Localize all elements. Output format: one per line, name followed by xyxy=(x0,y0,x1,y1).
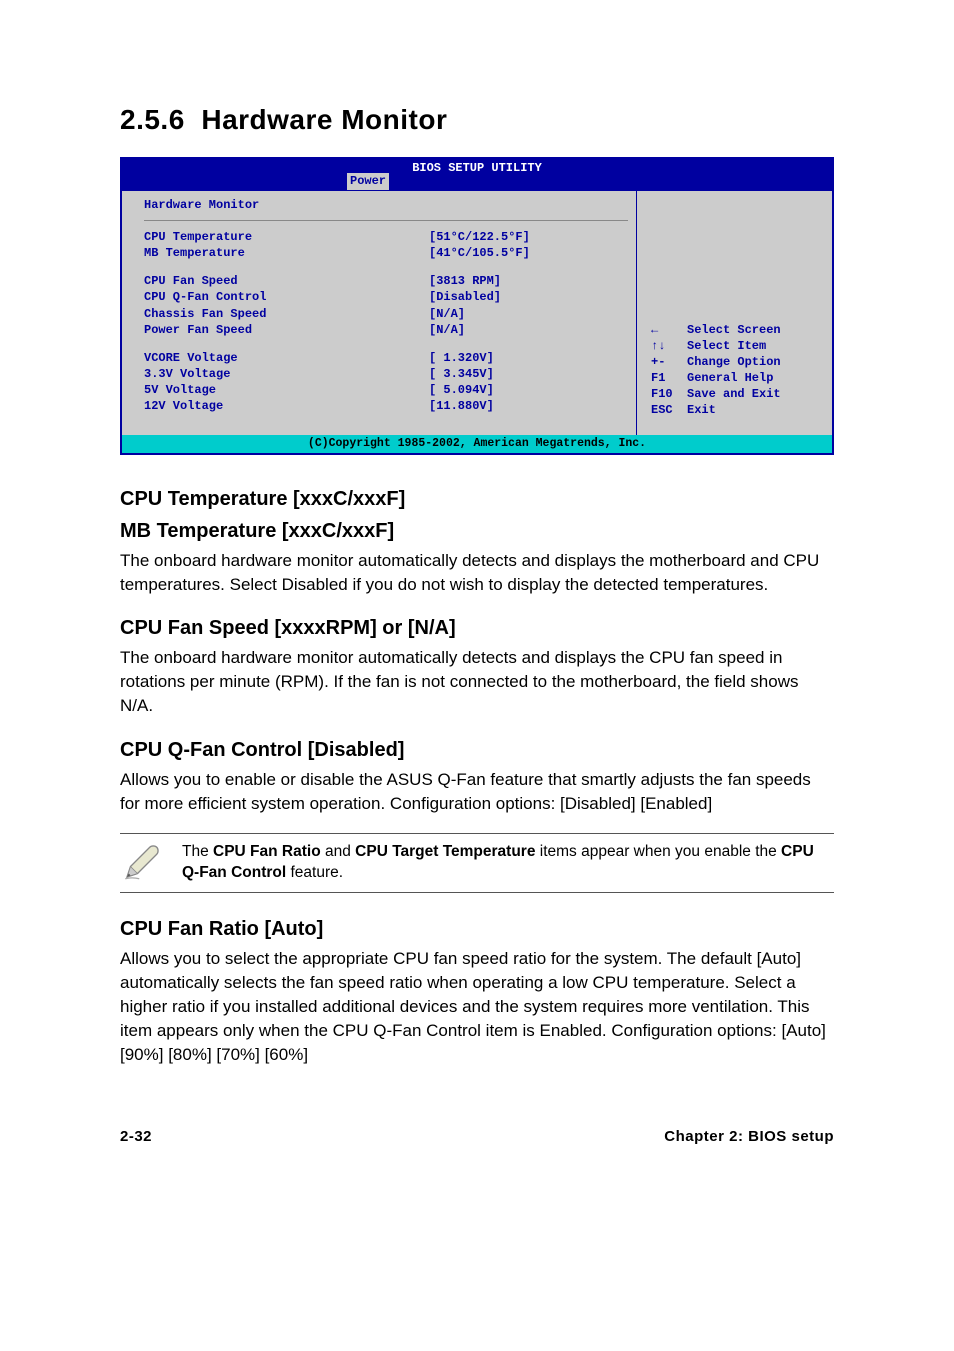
bios-label: CPU Temperature xyxy=(144,229,429,245)
bios-tab-power: Power xyxy=(347,173,389,190)
help-key: ESC xyxy=(651,402,687,418)
bios-row: 5V Voltage[ 5.094V] xyxy=(144,382,628,398)
para-qfan: Allows you to enable or disable the ASUS… xyxy=(120,768,834,816)
para-ratio: Allows you to select the appropriate CPU… xyxy=(120,947,834,1066)
bios-left-panel: Hardware Monitor CPU Temperature[51°C/12… xyxy=(122,191,637,435)
help-key: ↑↓ xyxy=(651,338,687,354)
bios-row: Chassis Fan Speed[N/A] xyxy=(144,306,628,322)
bios-row: 12V Voltage[11.880V] xyxy=(144,398,628,414)
help-key: +- xyxy=(651,354,687,370)
note-prefix: The xyxy=(182,843,213,860)
help-line: ↑↓Select Item xyxy=(651,338,824,354)
page-footer: 2-32 Chapter 2: BIOS setup xyxy=(120,1126,834,1147)
help-line: +-Change Option xyxy=(651,354,824,370)
section-title: Hardware Monitor xyxy=(201,104,447,135)
bios-label: 5V Voltage xyxy=(144,382,429,398)
help-text: Save and Exit xyxy=(687,386,781,402)
bios-body: Hardware Monitor CPU Temperature[51°C/12… xyxy=(122,191,832,435)
pencil-icon xyxy=(120,842,162,884)
note-bold1: CPU Fan Ratio xyxy=(213,843,321,860)
bios-value: [N/A] xyxy=(429,322,465,338)
help-text: Select Item xyxy=(687,338,766,354)
note-text: The CPU Fan Ratio and CPU Target Tempera… xyxy=(182,842,834,884)
help-text: Select Screen xyxy=(687,322,781,338)
subheading-fanspeed: CPU Fan Speed [xxxxRPM] or [N/A] xyxy=(120,614,834,642)
bios-row: CPU Q-Fan Control[Disabled] xyxy=(144,289,628,305)
bios-value: [ 3.345V] xyxy=(429,366,494,382)
bios-screenshot: BIOS SETUP UTILITY Power Hardware Monito… xyxy=(120,157,834,455)
bios-row: CPU Temperature[51°C/122.5°F] xyxy=(144,229,628,245)
bios-value: [51°C/122.5°F] xyxy=(429,229,530,245)
subheading-qfan: CPU Q-Fan Control [Disabled] xyxy=(120,736,834,764)
bios-value: [ 1.320V] xyxy=(429,350,494,366)
note-mid2: items appear when you enable the xyxy=(535,843,781,860)
bios-label: VCORE Voltage xyxy=(144,350,429,366)
subheading-cpu-temp: CPU Temperature [xxxC/xxxF] xyxy=(120,485,834,513)
para-fanspeed: The onboard hardware monitor automatical… xyxy=(120,646,834,717)
bios-value: [11.880V] xyxy=(429,398,494,414)
footer-page-number: 2-32 xyxy=(120,1126,152,1147)
note-mid1: and xyxy=(321,843,355,860)
bios-row: Power Fan Speed[N/A] xyxy=(144,322,628,338)
bios-label: CPU Fan Speed xyxy=(144,273,429,289)
subheading-ratio: CPU Fan Ratio [Auto] xyxy=(120,915,834,943)
bios-label: MB Temperature xyxy=(144,245,429,261)
help-text: General Help xyxy=(687,370,773,386)
bios-value: [N/A] xyxy=(429,306,465,322)
section-heading: 2.5.6 Hardware Monitor xyxy=(120,100,834,139)
help-text: Change Option xyxy=(687,354,781,370)
bios-label: Chassis Fan Speed xyxy=(144,306,429,322)
bios-value: [41°C/105.5°F] xyxy=(429,245,530,261)
bios-row: MB Temperature[41°C/105.5°F] xyxy=(144,245,628,261)
bios-label: 12V Voltage xyxy=(144,398,429,414)
bios-titlebar: BIOS SETUP UTILITY Power xyxy=(122,159,832,191)
help-key: F1 xyxy=(651,370,687,386)
note-suffix: feature. xyxy=(286,864,343,881)
note-bold2: CPU Target Temperature xyxy=(355,843,535,860)
bios-help-block: ←Select Screen ↑↓Select Item +-Change Op… xyxy=(651,322,824,419)
bios-title: BIOS SETUP UTILITY xyxy=(412,161,542,175)
note-box: The CPU Fan Ratio and CPU Target Tempera… xyxy=(120,833,834,893)
bios-value: [ 5.094V] xyxy=(429,382,494,398)
bios-copyright: (C)Copyright 1985-2002, American Megatre… xyxy=(122,435,832,453)
bios-label: 3.3V Voltage xyxy=(144,366,429,382)
bios-row: VCORE Voltage[ 1.320V] xyxy=(144,350,628,366)
bios-panel-title: Hardware Monitor xyxy=(144,195,628,221)
help-text: Exit xyxy=(687,402,716,418)
bios-label: Power Fan Speed xyxy=(144,322,429,338)
para-temp: The onboard hardware monitor automatical… xyxy=(120,549,834,597)
bios-row: 3.3V Voltage[ 3.345V] xyxy=(144,366,628,382)
subheading-mb-temp: MB Temperature [xxxC/xxxF] xyxy=(120,517,834,545)
section-number: 2.5.6 xyxy=(120,104,185,135)
bios-label: CPU Q-Fan Control xyxy=(144,289,429,305)
help-key: ← xyxy=(651,322,687,338)
help-line: F1General Help xyxy=(651,370,824,386)
bios-right-panel: ←Select Screen ↑↓Select Item +-Change Op… xyxy=(637,191,832,435)
footer-chapter: Chapter 2: BIOS setup xyxy=(664,1126,834,1147)
help-line: ESCExit xyxy=(651,402,824,418)
help-line: ←Select Screen xyxy=(651,322,824,338)
bios-value: [Disabled] xyxy=(429,289,501,305)
bios-row: CPU Fan Speed[3813 RPM] xyxy=(144,273,628,289)
bios-value: [3813 RPM] xyxy=(429,273,501,289)
help-line: F10Save and Exit xyxy=(651,386,824,402)
help-key: F10 xyxy=(651,386,687,402)
